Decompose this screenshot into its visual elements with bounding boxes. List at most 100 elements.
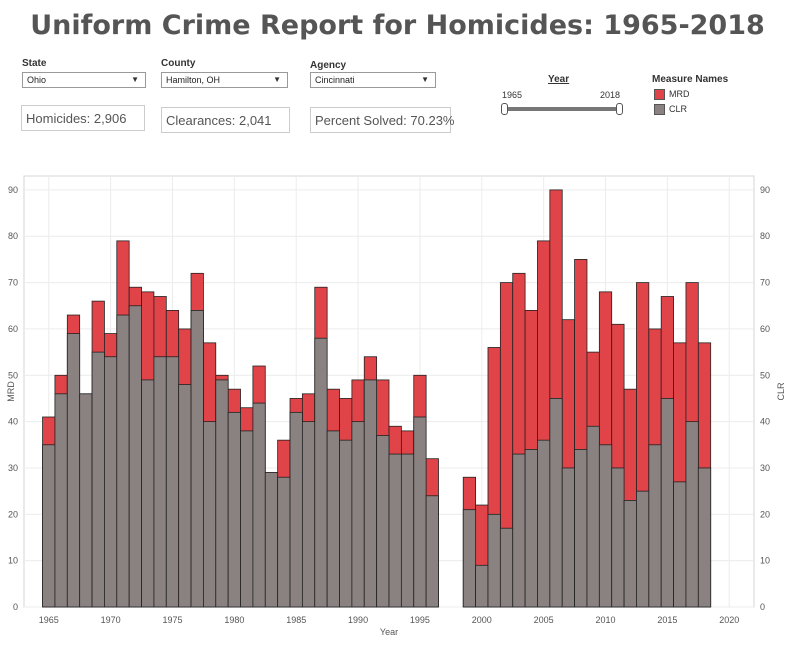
x-tick-label: 2010 <box>596 615 616 625</box>
y-tick-label-left: 60 <box>8 324 18 334</box>
state-filter-label: State <box>22 58 47 69</box>
year-slider-max-handle[interactable] <box>616 103 623 115</box>
bar-clr <box>165 356 180 608</box>
legend-swatch-clr <box>654 104 665 116</box>
bar-clr <box>499 527 514 608</box>
bar-clr <box>203 421 217 608</box>
y-tick-label-left: 30 <box>8 463 18 473</box>
x-tick-label: 1965 <box>39 615 59 625</box>
bar-clr <box>128 305 142 608</box>
bar-clr <box>697 467 712 608</box>
bar-clr <box>277 476 291 608</box>
bar-clr <box>42 444 56 608</box>
bar-clr <box>153 356 167 608</box>
bar-clr <box>561 467 575 608</box>
clearances-kpi: Clearances: 2,041 <box>161 107 290 133</box>
y-tick-label-right: 70 <box>760 278 770 288</box>
bar-clr <box>413 416 427 608</box>
bar-clr <box>400 453 415 608</box>
bars <box>42 189 712 608</box>
y-tick-label-left: 40 <box>8 417 18 427</box>
bar-clr <box>648 444 662 608</box>
county-dropdown[interactable]: Hamilton, OH ▼ <box>161 72 288 88</box>
bar-clr <box>425 495 439 608</box>
agency-dropdown-value: Cincinnati <box>315 75 355 85</box>
bar-clr <box>611 467 625 608</box>
bar-clr <box>623 500 637 608</box>
x-tick-label: 1985 <box>286 615 306 625</box>
bar-clr <box>104 356 118 608</box>
bar-clr <box>79 393 93 608</box>
state-dropdown[interactable]: Ohio ▼ <box>22 72 146 88</box>
y-tick-label-left: 90 <box>8 185 18 195</box>
legend-item-mrd[interactable]: MRD <box>654 89 690 101</box>
bar-clr <box>66 333 81 608</box>
y-axis-title-right: CLR <box>776 382 786 401</box>
percent-solved-kpi: Percent Solved: 70.23% <box>310 107 454 133</box>
bar-clr <box>660 398 674 608</box>
bar-clr <box>314 337 328 608</box>
county-dropdown-value: Hamilton, OH <box>166 75 221 85</box>
y-tick-label-left: 50 <box>8 370 18 380</box>
bar-clr <box>351 421 365 608</box>
bar-clr <box>598 444 613 608</box>
y-tick-label-right: 50 <box>760 370 770 380</box>
x-tick-label: 2020 <box>719 615 739 625</box>
bar-clr <box>487 513 501 608</box>
x-tick-label: 2005 <box>534 615 554 625</box>
legend-label-clr: CLR <box>669 104 688 114</box>
year-slider-min: 1965 <box>502 90 523 100</box>
bar-clr <box>190 309 204 608</box>
bar-clr <box>685 421 699 608</box>
year-slider-max: 2018 <box>600 90 621 100</box>
page-title: Uniform Crime Report for Homicides: 1965… <box>30 10 765 41</box>
x-tick-label: 1990 <box>348 615 368 625</box>
x-axis-title: Year <box>380 627 398 637</box>
y-tick-label-right: 60 <box>760 324 770 334</box>
bar-clr <box>54 393 68 608</box>
x-tick-label: 1995 <box>410 615 430 625</box>
bar-clr <box>549 398 563 608</box>
y-tick-label-left: 10 <box>8 556 18 566</box>
x-tick-label: 2015 <box>657 615 677 625</box>
bar-clr <box>574 449 588 608</box>
bar-clr <box>363 379 378 608</box>
bar-clr <box>141 379 155 608</box>
bar-clr <box>326 430 340 608</box>
bar-clr <box>301 421 316 608</box>
y-tick-label-left: 70 <box>8 278 18 288</box>
y-axis-title-left: MRD <box>6 381 16 402</box>
y-tick-label-right: 20 <box>760 509 770 519</box>
bar-clr <box>524 449 538 608</box>
bar-clr <box>264 472 279 608</box>
bar-clr <box>462 509 477 608</box>
y-tick-label-right: 90 <box>760 185 770 195</box>
bar-clr <box>673 481 687 608</box>
year-slider-track[interactable] <box>505 107 621 111</box>
chevron-down-icon: ▼ <box>273 75 281 84</box>
bar-clr <box>91 351 105 608</box>
homicides-kpi: Homicides: 2,906 <box>21 105 145 131</box>
bar-clr <box>537 439 551 608</box>
legend-title: Measure Names <box>652 74 729 85</box>
bar-clr <box>240 430 254 608</box>
bar-clr <box>388 453 402 608</box>
y-tick-label-right: 40 <box>760 417 770 427</box>
y-tick-label-right: 10 <box>760 556 770 566</box>
bar-clr <box>339 439 353 608</box>
legend-label-mrd: MRD <box>669 89 690 99</box>
x-tick-label: 1980 <box>224 615 244 625</box>
bar-clr <box>512 453 526 608</box>
bar-clr <box>116 314 130 608</box>
legend-item-clr[interactable]: CLR <box>654 104 688 116</box>
x-tick-label: 2000 <box>472 615 492 625</box>
y-tick-label-left: 20 <box>8 509 18 519</box>
year-slider-min-handle[interactable] <box>501 103 508 115</box>
chevron-down-icon: ▼ <box>131 75 139 84</box>
agency-dropdown[interactable]: Cincinnati ▼ <box>310 72 436 88</box>
legend-swatch-mrd <box>654 89 665 101</box>
bar-clr <box>636 490 650 608</box>
bar-clr <box>586 425 600 608</box>
year-slider-label: Year <box>548 74 570 85</box>
